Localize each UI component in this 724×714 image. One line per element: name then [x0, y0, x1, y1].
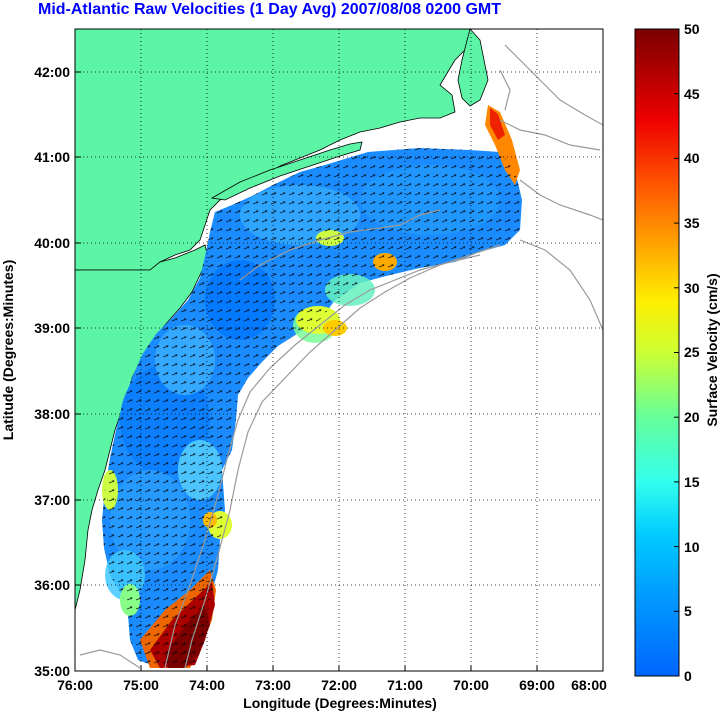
x-tick-label: 69:00 — [519, 677, 555, 693]
y-tick-label: 41:00 — [34, 149, 70, 165]
x-tick-label: 70:00 — [453, 677, 489, 693]
map-title: Mid-Atlantic Raw Velocities (1 Day Avg) … — [38, 1, 501, 18]
x-tick-label: 76:00 — [57, 677, 93, 693]
colorbar-tick-label: 35 — [684, 215, 700, 231]
colorbar-tick-label: 0 — [684, 668, 692, 684]
y-tick-label: 35:00 — [34, 663, 70, 679]
y-tick-label: 36:00 — [34, 577, 70, 593]
colorbar-tick-label: 45 — [684, 86, 700, 102]
x-tick-label: 71:00 — [387, 677, 423, 693]
colorbar-tick-label: 30 — [684, 280, 700, 296]
colorbar-tick-label: 40 — [684, 150, 700, 166]
colorbar-tick-label: 50 — [684, 21, 700, 37]
y-axis-title: Latitude (Degrees:Minutes) — [0, 260, 16, 440]
colorbar-tick-label: 10 — [684, 539, 700, 555]
colorbar-tick-label: 25 — [684, 344, 700, 360]
x-tick-label: 68:00 — [571, 677, 607, 693]
x-tick-label: 73:00 — [255, 677, 291, 693]
x-axis-title: Longitude (Degrees:Minutes) — [243, 695, 437, 711]
x-tick-label: 72:00 — [321, 677, 357, 693]
x-tick-label: 74:00 — [189, 677, 225, 693]
y-tick-label: 39:00 — [34, 320, 70, 336]
bathymetry-contours — [79, 44, 603, 669]
map-plot-area — [75, 29, 603, 671]
colorbar-tick-label: 20 — [684, 409, 700, 425]
colorbar-tick-label: 15 — [684, 474, 700, 490]
land-long-island — [210, 141, 363, 201]
y-tick-label: 37:00 — [34, 492, 70, 508]
y-axis-tick-labels: 42:00 41:00 40:00 39:00 38:00 37:00 36:0… — [34, 64, 70, 679]
y-tick-label: 42:00 — [34, 64, 70, 80]
land-cape-cod — [457, 29, 489, 107]
y-tick-label: 38:00 — [34, 406, 70, 422]
land-new-england — [75, 29, 471, 271]
colorbar-tick-label: 5 — [684, 603, 692, 619]
grid-lines — [75, 29, 603, 671]
colorbar-title: Surface Velocity (cm/s) — [704, 273, 720, 426]
axis-ticks — [75, 71, 538, 671]
x-tick-label: 75:00 — [123, 677, 159, 693]
colorbar: 0 5 10 15 20 25 30 35 40 45 50 Surface V… — [634, 21, 720, 684]
colorbar-gradient — [634, 28, 680, 677]
x-axis-tick-labels: 76:00 75:00 74:00 73:00 72:00 71:00 70:0… — [57, 677, 607, 693]
y-tick-label: 40:00 — [34, 235, 70, 251]
